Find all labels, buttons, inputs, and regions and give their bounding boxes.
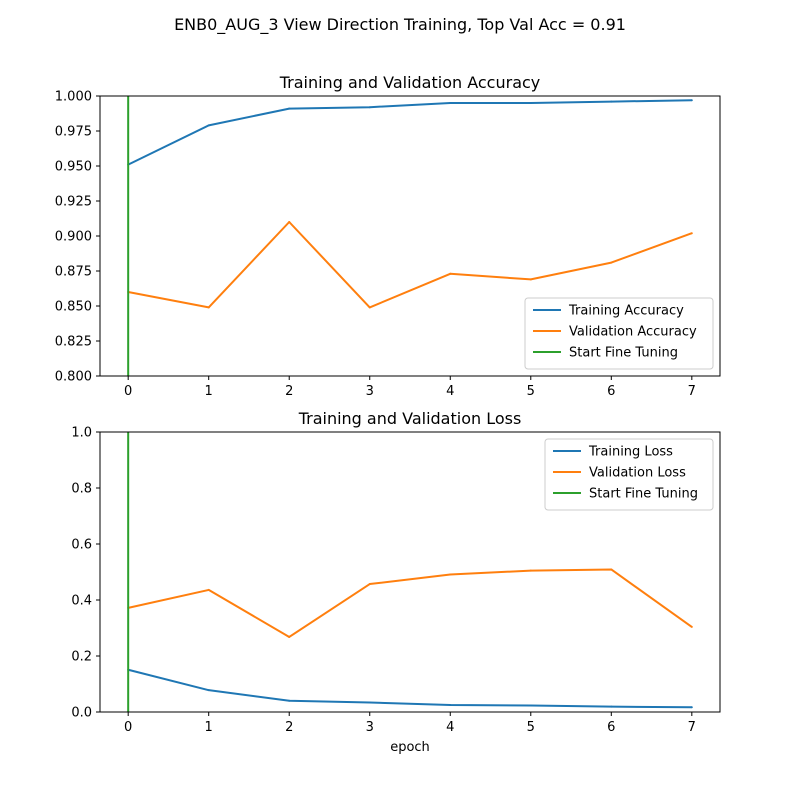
- y-tick-label: 0.800: [55, 370, 92, 385]
- figure-title: ENB0_AUG_3 View Direction Training, Top …: [174, 15, 626, 35]
- plot-area: [127, 432, 693, 712]
- x-tick-label: 2: [285, 720, 293, 735]
- data-point-training-loss: [207, 689, 210, 692]
- series-line-training-accuracy: [127, 99, 692, 166]
- x-tick-label: 5: [527, 384, 535, 399]
- legend-label: Validation Accuracy: [569, 325, 697, 340]
- data-point-validation-accuracy: [207, 306, 210, 309]
- y-tick-label: 0.925: [55, 195, 92, 210]
- legend-label: Validation Loss: [589, 466, 686, 481]
- series-line-validation-accuracy: [127, 221, 693, 309]
- chart-title: Training and Validation Loss: [298, 409, 522, 428]
- data-point-validation-loss: [610, 568, 613, 571]
- data-point-training-accuracy: [207, 124, 210, 127]
- loss-chart: Training and Validation Loss 0.0 0.2 0.4 0.6…: [71, 409, 721, 755]
- x-tick-label: 7: [688, 720, 696, 735]
- data-point-validation-loss: [207, 588, 210, 591]
- legend: Training Accuracy Validation Accuracy Star…: [524, 297, 714, 370]
- data-point-training-accuracy: [449, 102, 452, 104]
- series-line-validation-loss: [127, 568, 693, 638]
- legend-label: Start Fine Tuning: [569, 346, 678, 361]
- data-point-training-accuracy: [610, 100, 613, 103]
- legend: Training Loss Validation Loss Start Fine T…: [544, 438, 714, 511]
- axes-frame: [99, 431, 721, 713]
- data-point-training-loss: [529, 704, 532, 707]
- data-point-training-loss: [690, 706, 693, 709]
- accuracy-chart: Training and Validation Accuracy 0.800 0.8…: [55, 73, 721, 399]
- x-tick-label: 6: [607, 384, 615, 399]
- y-tick-label: 0.950: [55, 160, 92, 175]
- x-tick-label: 4: [446, 720, 454, 735]
- y-tick-label: 1.000: [55, 90, 92, 105]
- y-tick-label: 0.825: [55, 335, 92, 350]
- x-tick-label: 1: [205, 384, 213, 399]
- data-point-training-accuracy: [690, 99, 693, 102]
- data-point-validation-accuracy: [529, 278, 532, 281]
- data-point-training-loss: [610, 705, 613, 708]
- legend-box: [524, 297, 714, 370]
- plot-area: [127, 96, 693, 376]
- data-point-training-loss: [449, 704, 452, 706]
- y-tick-label: 0.850: [55, 300, 92, 315]
- data-point-training-accuracy: [529, 102, 532, 104]
- y-tick-label: 0.2: [71, 650, 92, 665]
- x-tick-label: 7: [688, 384, 696, 399]
- x-tick-label: 3: [366, 720, 374, 735]
- x-tick-label: 5: [527, 720, 535, 735]
- data-point-validation-loss: [288, 635, 291, 638]
- series-line-training-loss: [127, 668, 692, 709]
- data-point-validation-accuracy: [610, 261, 613, 264]
- y-tick-label: 1.0: [71, 426, 92, 441]
- data-point-validation-loss: [368, 583, 371, 586]
- y-tick-label: 0.8: [71, 482, 92, 497]
- data-point-validation-accuracy: [690, 232, 693, 235]
- y-tick-label: 0.6: [71, 538, 92, 553]
- x-axis-label: epoch: [390, 740, 430, 755]
- y-tick-label: 0.900: [55, 230, 92, 245]
- legend-label: Training Loss: [588, 445, 673, 460]
- x-tick-label: 6: [607, 720, 615, 735]
- x-tick-label: 0: [124, 720, 132, 735]
- data-point-validation-loss: [449, 573, 452, 576]
- data-point-training-loss: [368, 701, 371, 704]
- data-point-validation-accuracy: [288, 221, 291, 223]
- legend-box: [544, 438, 714, 511]
- chart-title: Training and Validation Accuracy: [279, 73, 541, 92]
- legend-label: Start Fine Tuning: [589, 487, 698, 502]
- y-tick-label: 0.0: [71, 706, 92, 721]
- y-tick-label: 0.975: [55, 125, 92, 140]
- x-tick-label: 4: [446, 384, 454, 399]
- x-tick-label: 1: [205, 720, 213, 735]
- data-point-validation-loss: [690, 625, 693, 628]
- data-point-validation-accuracy: [368, 306, 371, 309]
- data-point-validation-loss: [529, 569, 532, 572]
- y-tick-label: 0.875: [55, 265, 92, 280]
- x-tick-label: 2: [285, 384, 293, 399]
- data-point-training-accuracy: [368, 106, 371, 109]
- data-point-validation-accuracy: [449, 272, 452, 275]
- axes-frame: [99, 95, 721, 377]
- data-point-training-loss: [288, 699, 291, 702]
- legend-label: Training Accuracy: [568, 304, 684, 319]
- x-tick-label: 0: [124, 384, 132, 399]
- x-tick-label: 3: [366, 384, 374, 399]
- data-point-training-accuracy: [288, 107, 291, 110]
- y-tick-label: 0.4: [71, 594, 92, 609]
